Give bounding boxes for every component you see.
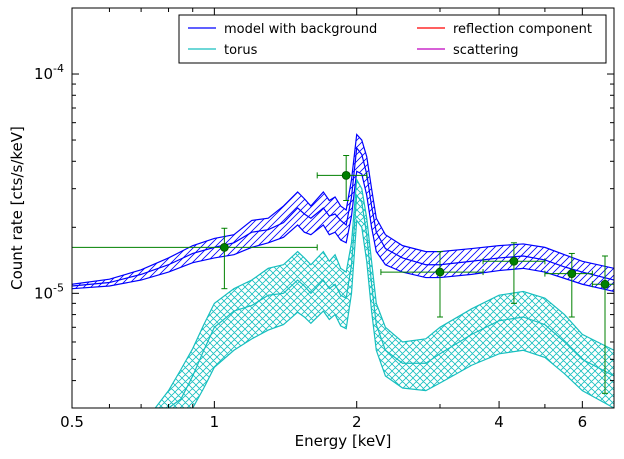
y-axis-label: Count rate [cts/s/keV]: [8, 126, 26, 290]
legend-label-torus: torus: [224, 43, 258, 58]
data-points-layer: [72, 155, 614, 394]
data-point: [316, 155, 368, 202]
data-point: [544, 252, 593, 318]
data-point: [482, 242, 546, 304]
model-with-background-band: [72, 134, 614, 292]
data-point: [591, 255, 614, 394]
legend: model with background reflection compone…: [178, 14, 607, 64]
axis-ticks: 0.5 1 2 4 6 10-5 10-4: [34, 7, 615, 431]
model-with-background-upper-line: [72, 133, 614, 285]
model-with-background-lower-line: [72, 170, 614, 293]
data-marker: [341, 170, 351, 180]
x-tick-label: 4: [494, 413, 504, 431]
y-tick-label: 10-5: [34, 281, 64, 302]
data-marker: [219, 242, 229, 252]
x-axis-label: Energy [keV]: [295, 432, 392, 450]
data-marker: [567, 269, 577, 279]
x-tick-label: 1: [210, 413, 220, 431]
legend-label-reflection: reflection component: [453, 22, 592, 37]
data-marker: [435, 267, 445, 277]
x-tick-label: 0.5: [60, 413, 84, 431]
data-point: [72, 227, 318, 290]
data-marker: [600, 279, 610, 289]
data-marker: [509, 256, 519, 266]
legend-label-scattering: scattering: [453, 43, 519, 58]
y-tick-label: 10-4: [34, 62, 64, 83]
torus-lower-line: [155, 218, 614, 408]
legend-label-model: model with background: [224, 22, 377, 37]
torus-middle-line: [155, 193, 614, 408]
data-point: [380, 251, 484, 318]
x-tick-label: 6: [578, 413, 588, 431]
torus-upper-line: [154, 177, 614, 408]
torus-band: [155, 179, 614, 408]
plot-frame: [71, 7, 615, 409]
legend-box: [178, 14, 607, 64]
x-tick-label: 2: [352, 413, 362, 431]
